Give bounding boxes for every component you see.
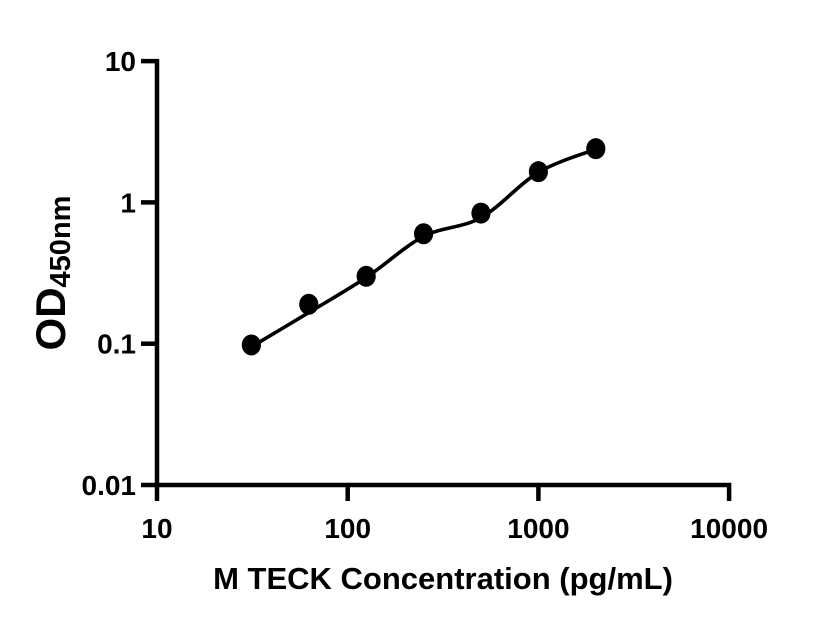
y-tick-label: 1 — [120, 187, 136, 218]
x-tick-label: 10000 — [690, 513, 768, 544]
data-point-marker — [528, 161, 549, 183]
y-axis-title-text: OD — [27, 287, 74, 351]
x-tick-label: 10 — [141, 513, 172, 544]
data-point-marker — [356, 265, 376, 287]
y-axis-title-subscript: 450nm — [45, 195, 77, 288]
data-point-marker — [586, 138, 606, 160]
x-tick-label: 100 — [324, 513, 371, 544]
x-tick-label: 1000 — [507, 513, 569, 544]
data-point-marker — [471, 202, 491, 224]
axis-frame — [141, 58, 732, 501]
y-tick-label: 0.1 — [97, 329, 136, 360]
y-tick-label: 0.01 — [82, 470, 137, 501]
x-axis-title: M TECK Concentration (pg/mL) — [213, 561, 673, 597]
data-point-marker — [413, 223, 434, 245]
x-axis-title-text: M TECK Concentration (pg/mL) — [213, 561, 673, 596]
data-point-marker — [241, 334, 261, 356]
data-point-marker — [299, 293, 319, 315]
y-tick-label: 10 — [105, 46, 136, 77]
y-axis-title: OD450nm — [27, 195, 77, 351]
